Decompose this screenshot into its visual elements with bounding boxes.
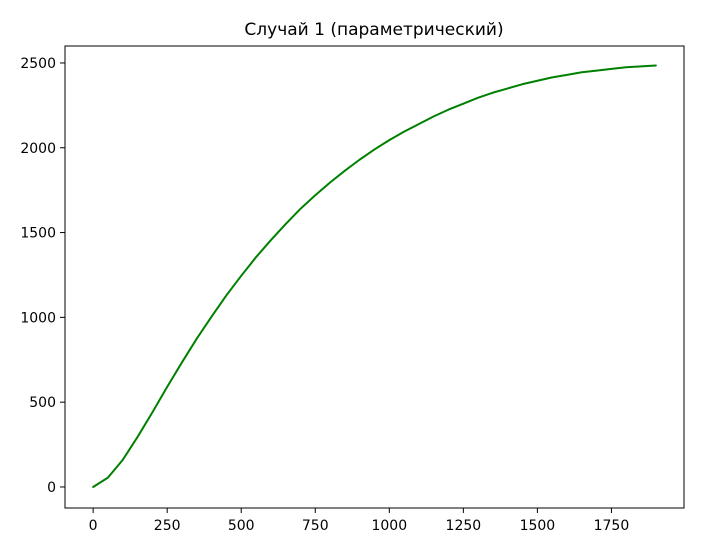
x-tick-label: 1250 [446,518,482,534]
x-tick-label: 1750 [594,518,630,534]
series-line-0 [92,64,657,488]
y-tick-label: 2500 [20,56,56,72]
y-axis: 0 500 1000 1500 2000 2500 [20,56,65,496]
x-tick-label: 0 [89,518,98,534]
y-tick-label: 1500 [20,226,56,242]
y-tick-label: 500 [29,395,56,411]
x-tick-label: 1000 [371,518,407,534]
plot-area-frame [64,45,685,509]
x-tick-label: 1500 [520,518,556,534]
series-layer [92,64,657,488]
y-tick-label: 2000 [20,141,56,157]
y-tick-label: 1000 [20,310,56,326]
y-tick-label: 0 [47,480,56,496]
x-tick-label: 750 [302,518,329,534]
x-axis: 0 250 500 750 1000 1250 1500 1750 [89,508,630,534]
x-tick-label: 250 [154,518,181,534]
x-tick-label: 500 [228,518,255,534]
chart-title: Случай 1 (параметрический) [244,20,503,40]
